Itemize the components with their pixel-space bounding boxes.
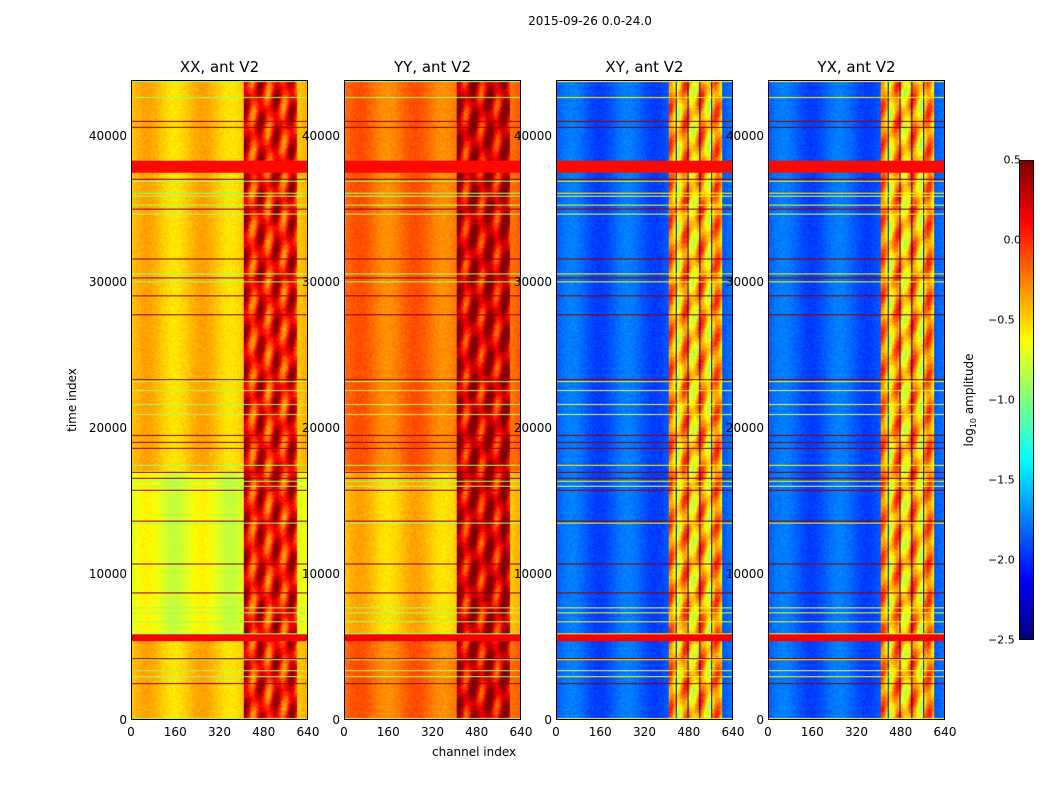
x-axis-label: channel index [432, 745, 517, 759]
colorbar [1019, 160, 1034, 640]
y-tick-label: 10000 [513, 566, 552, 581]
y-tick-label: 20000 [513, 420, 552, 435]
y-tick-label: 30000 [301, 274, 340, 289]
x-tick-label: 640 [933, 725, 957, 739]
x-tick-label: 0 [340, 725, 348, 739]
heatmap-image [557, 81, 732, 719]
heatmap-panel [344, 80, 521, 720]
y-tick-label: 10000 [88, 566, 127, 581]
panel-title: YY, ant V2 [393, 58, 471, 76]
colorbar-tick-label: 0.5 [1003, 153, 1022, 167]
panel-title: YX, ant V2 [817, 58, 896, 76]
y-tick-label: 0 [332, 713, 340, 727]
x-tick-label: 160 [800, 725, 824, 739]
panel-title: XY, ant V2 [605, 58, 684, 76]
y-tick-label: 0 [544, 713, 552, 727]
x-tick-label: 640 [509, 725, 533, 739]
y-tick-label: 0 [119, 713, 127, 727]
y-tick-label: 30000 [725, 274, 764, 289]
heatmap-panel [556, 80, 733, 720]
colorbar-label: log10 amplitude [961, 353, 979, 447]
colorbar-tick-label: −2.5 [988, 633, 1015, 647]
x-tick-label: 320 [208, 725, 231, 739]
y-tick-label: 20000 [725, 420, 764, 435]
y-tick-label: 40000 [301, 128, 340, 143]
x-tick-label: 160 [376, 725, 400, 739]
x-tick-label: 0 [127, 725, 135, 739]
panel-title: XX, ant V2 [179, 58, 260, 76]
y-tick-label: 10000 [301, 566, 340, 581]
y-tick-label: 30000 [88, 274, 127, 289]
x-tick-label: 160 [588, 725, 612, 739]
x-tick-label: 0 [552, 725, 560, 739]
heatmap-panel [131, 80, 308, 720]
x-tick-label: 160 [163, 725, 187, 739]
colorbar-tick-label: −2.0 [988, 553, 1015, 567]
figure-title: 2015-09-26 0.0-24.0 [528, 14, 652, 28]
x-tick-label: 480 [677, 725, 701, 739]
colorbar-gradient [1020, 161, 1033, 639]
colorbar-tick-label: −1.0 [988, 393, 1015, 407]
heatmap-image [132, 81, 307, 719]
heatmap-image [769, 81, 944, 719]
colorbar-tick-label: −1.5 [988, 473, 1015, 487]
x-tick-label: 640 [721, 725, 745, 739]
y-tick-label: 0 [756, 713, 764, 727]
colorbar-tick-label: −0.5 [988, 313, 1015, 327]
heatmap-panel [768, 80, 945, 720]
y-tick-label: 20000 [88, 420, 127, 435]
y-tick-label: 40000 [725, 128, 764, 143]
x-tick-label: 480 [252, 725, 276, 739]
colorbar-tick-label: 0.0 [1003, 233, 1022, 247]
x-tick-label: 320 [421, 725, 444, 739]
y-tick-label: 10000 [725, 566, 764, 581]
y-tick-label: 30000 [513, 274, 552, 289]
y-tick-label: 40000 [88, 128, 127, 143]
x-tick-label: 320 [633, 725, 656, 739]
y-tick-label: 40000 [513, 128, 552, 143]
x-tick-label: 640 [296, 725, 320, 739]
x-tick-label: 320 [845, 725, 868, 739]
heatmap-image [345, 81, 520, 719]
x-tick-label: 480 [889, 725, 913, 739]
y-tick-label: 20000 [301, 420, 340, 435]
x-tick-label: 480 [465, 725, 489, 739]
x-tick-label: 0 [764, 725, 772, 739]
